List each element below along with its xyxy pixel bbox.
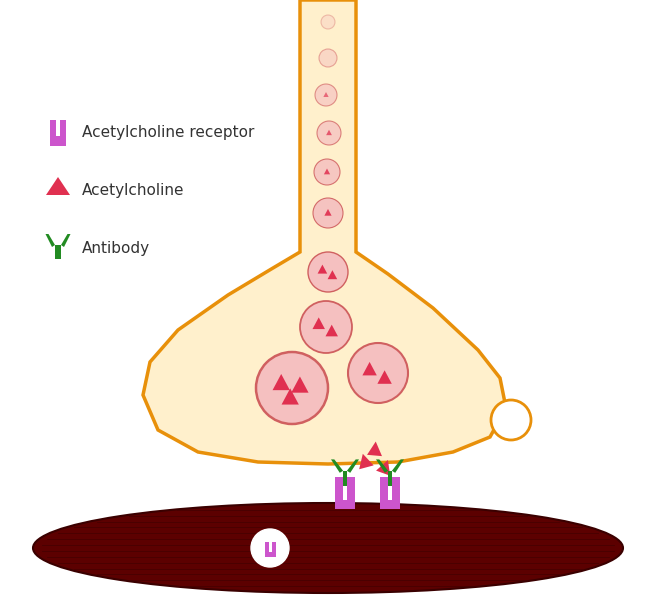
Circle shape	[314, 159, 340, 185]
Circle shape	[308, 252, 348, 292]
Circle shape	[317, 121, 341, 145]
Polygon shape	[55, 245, 61, 259]
Polygon shape	[143, 0, 506, 464]
Polygon shape	[312, 318, 325, 329]
Circle shape	[300, 301, 352, 353]
Polygon shape	[326, 130, 332, 135]
Polygon shape	[281, 388, 299, 405]
Polygon shape	[46, 177, 70, 195]
Polygon shape	[264, 542, 268, 557]
Polygon shape	[376, 459, 388, 473]
Circle shape	[348, 343, 408, 403]
Polygon shape	[377, 370, 392, 384]
Polygon shape	[264, 551, 276, 557]
Polygon shape	[348, 477, 355, 509]
Ellipse shape	[33, 503, 623, 593]
Polygon shape	[60, 120, 66, 146]
Polygon shape	[325, 209, 331, 216]
Polygon shape	[327, 270, 337, 279]
Polygon shape	[272, 374, 290, 390]
Circle shape	[251, 529, 289, 567]
Polygon shape	[50, 120, 56, 146]
Polygon shape	[392, 477, 400, 509]
Polygon shape	[376, 460, 390, 476]
Circle shape	[256, 352, 328, 424]
Polygon shape	[388, 471, 392, 486]
Circle shape	[313, 198, 343, 228]
Polygon shape	[272, 542, 276, 557]
Circle shape	[319, 49, 337, 67]
Polygon shape	[323, 92, 329, 97]
Polygon shape	[45, 234, 55, 247]
Polygon shape	[362, 362, 377, 375]
Polygon shape	[347, 459, 359, 473]
Polygon shape	[335, 499, 355, 509]
Polygon shape	[335, 477, 342, 509]
Polygon shape	[367, 442, 382, 456]
Circle shape	[321, 15, 335, 29]
Polygon shape	[50, 136, 66, 146]
Circle shape	[315, 84, 337, 106]
Text: Acetylcholine: Acetylcholine	[82, 184, 184, 199]
Polygon shape	[325, 325, 338, 336]
Text: Antibody: Antibody	[82, 242, 150, 256]
Polygon shape	[324, 168, 330, 175]
Polygon shape	[392, 459, 404, 473]
Polygon shape	[343, 471, 347, 486]
Polygon shape	[331, 459, 343, 473]
Text: Acetylcholine receptor: Acetylcholine receptor	[82, 125, 255, 141]
Polygon shape	[359, 454, 374, 469]
Polygon shape	[380, 499, 400, 509]
Polygon shape	[318, 265, 327, 273]
Polygon shape	[291, 376, 308, 393]
Polygon shape	[61, 234, 70, 247]
Circle shape	[491, 400, 531, 440]
Polygon shape	[380, 477, 388, 509]
